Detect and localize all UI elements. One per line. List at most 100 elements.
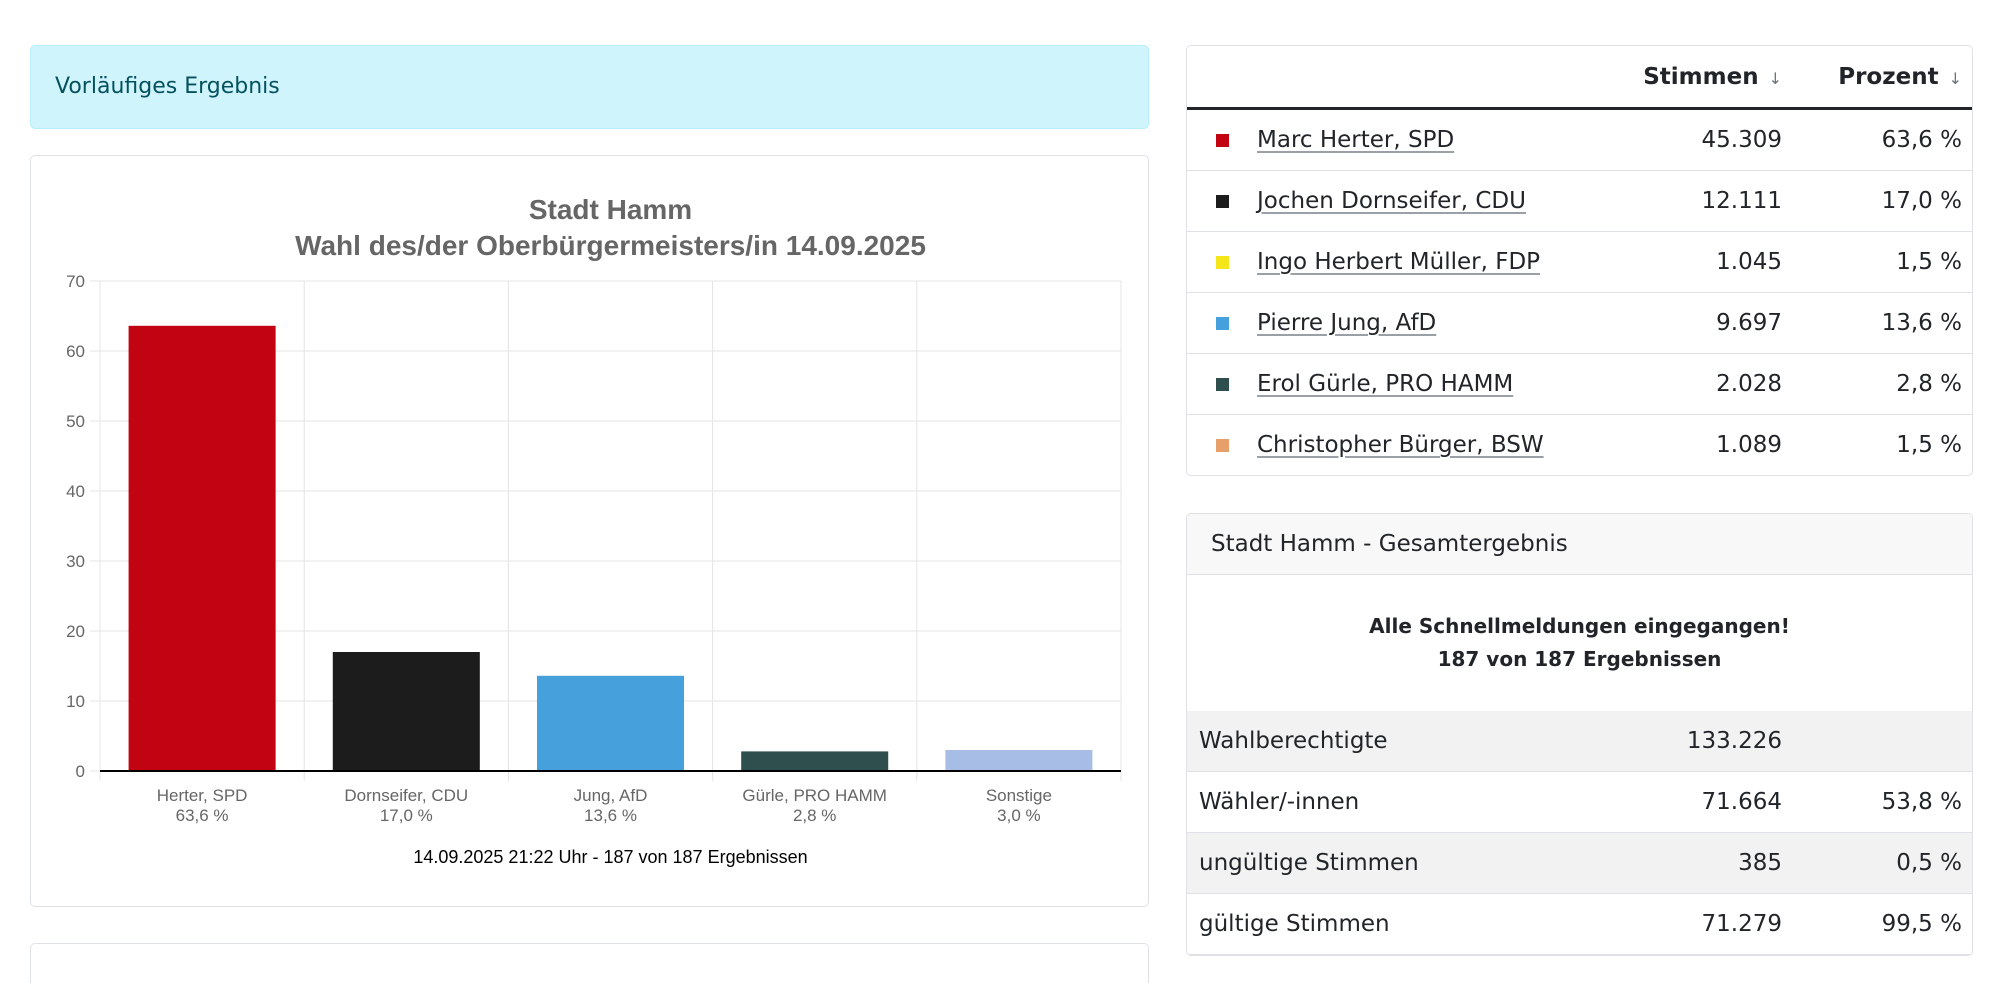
color-swatch-cell [1187, 292, 1257, 354]
x-category-label: Jung, AfD [574, 786, 648, 805]
summary-percent: 0,5 % [1792, 832, 1972, 894]
percent-cell: 2,8 % [1792, 353, 1972, 415]
preliminary-result-alert: Vorläufiges Ergebnis [30, 45, 1149, 129]
party-color-swatch [1215, 256, 1229, 269]
candidate-link[interactable]: Jochen Dornseifer, CDU [1257, 188, 1526, 214]
summary-notice: Alle Schnellmeldungen eingegangen! 187 v… [1187, 575, 1972, 711]
candidate-link[interactable]: Marc Herter, SPD [1257, 127, 1455, 153]
summary-label: gültige Stimmen [1187, 893, 1582, 955]
candidate-link[interactable]: Christopher Bürger, BSW [1257, 432, 1544, 458]
summary-value: 133.226 [1582, 711, 1792, 772]
x-value-label: 13,6 % [584, 806, 637, 825]
candidate-cell: Christopher Bürger, BSW [1257, 415, 1612, 476]
summary-percent: 53,8 % [1792, 771, 1972, 833]
votes-cell: 45.309 [1612, 108, 1792, 171]
candidate-link[interactable]: Ingo Herbert Müller, FDP [1257, 249, 1541, 275]
summary-percent [1792, 711, 1972, 772]
party-color-swatch [1215, 317, 1229, 330]
x-value-label: 63,6 % [176, 806, 229, 825]
votes-header[interactable]: Stimmen ↓ [1612, 46, 1792, 110]
color-swatch-cell [1187, 170, 1257, 232]
x-category-label: Gürle, PRO HAMM [742, 786, 887, 805]
summary-body: Wahlberechtigte 133.226 Wähler/-innen 71.66… [1187, 711, 1972, 955]
percent-cell: 1,5 % [1896, 432, 1962, 458]
summary-row: gültige Stimmen 71.279 99,5 % [1187, 893, 1972, 955]
table-row: Ingo Herbert Müller, FDP 1.045 1,5 % [1187, 231, 1972, 293]
y-tick-label: 50 [66, 412, 85, 431]
summary-label: Wähler/-innen [1187, 771, 1582, 833]
x-value-label: 17,0 % [380, 806, 433, 825]
votes-cell: 12.111 [1612, 170, 1792, 232]
summary-table: Wahlberechtigte 133.226 Wähler/-innen 71.66… [1187, 711, 1972, 955]
summary-card: Stadt Hamm - Gesamtergebnis Alle Schnell… [1186, 513, 1973, 956]
x-category-label: Herter, SPD [157, 786, 248, 805]
notice-line-2: 187 von 187 Ergebnissen [1437, 647, 1722, 671]
results-table: Stimmen ↓ Prozent ↓ Marc Herter, SPD 45.309… [1187, 46, 1972, 475]
sort-down-icon[interactable]: ↓ [1768, 68, 1782, 88]
summary-row: Wahlberechtigte 133.226 [1187, 711, 1972, 772]
table-row: Erol Gürle, PRO HAMM 2.028 2,8 % [1187, 353, 1972, 415]
y-tick-label: 30 [66, 552, 85, 571]
summary-row: ungültige Stimmen 385 0,5 % [1187, 832, 1972, 894]
candidate-link[interactable]: Erol Gürle, PRO HAMM [1257, 371, 1514, 397]
bar [332, 652, 480, 771]
y-tick-label: 0 [76, 762, 85, 781]
candidate-cell: Ingo Herbert Müller, FDP [1257, 231, 1612, 293]
chart-footnote: 14.09.2025 21:22 Uhr - 187 von 187 Ergeb… [413, 847, 807, 867]
candidate-cell: Erol Gürle, PRO HAMM [1257, 353, 1612, 415]
table-row: Marc Herter, SPD 45.309 63,6 % [1187, 108, 1972, 171]
summary-label: ungültige Stimmen [1187, 832, 1582, 894]
results-card: Stimmen ↓ Prozent ↓ Marc Herter, SPD 45.309… [1186, 45, 1973, 476]
candidate-header [1257, 46, 1612, 110]
summary-row: Wähler/-innen 71.664 53,8 % [1187, 771, 1972, 833]
sort-down-icon[interactable]: ↓ [1948, 68, 1962, 88]
summary-value: 385 [1582, 832, 1792, 894]
party-color-swatch [1215, 134, 1229, 147]
candidate-link[interactable]: Pierre Jung, AfD [1257, 310, 1437, 336]
y-tick-label: 60 [66, 342, 85, 361]
party-color-swatch [1215, 378, 1229, 391]
chart-subtitle: Wahl des/der Oberbürgermeisters/in 14.09… [295, 230, 926, 261]
left-column: Vorläufiges Ergebnis Stadt Hamm Wahl des/… [30, 45, 1149, 983]
right-column: Stimmen ↓ Prozent ↓ Marc Herter, SPD 45.309… [1186, 45, 1973, 956]
bar [741, 751, 889, 771]
table-row: Jochen Dornseifer, CDU 12.111 17,0 % [1187, 170, 1972, 232]
votes-cell: 1.089 [1716, 432, 1782, 458]
candidate-cell: Pierre Jung, AfD [1257, 292, 1612, 354]
percent-header[interactable]: Prozent ↓ [1792, 46, 1972, 110]
y-tick-label: 40 [66, 482, 85, 501]
x-category-label: Sonstige [986, 786, 1052, 805]
chart-card: Stadt Hamm Wahl des/der Oberbürgermeister… [30, 155, 1149, 907]
color-swatch-cell [1187, 353, 1257, 415]
summary-value: 71.279 [1582, 893, 1792, 955]
summary-label: Wahlberechtigte [1187, 711, 1582, 772]
summary-value: 71.664 [1582, 771, 1792, 833]
candidate-cell: Jochen Dornseifer, CDU [1257, 170, 1612, 232]
percent-cell: 13,6 % [1792, 292, 1972, 354]
votes-cell: 9.697 [1612, 292, 1792, 354]
color-swatch-cell [1187, 415, 1257, 476]
votes-cell: 1.045 [1612, 231, 1792, 293]
results-body: Marc Herter, SPD 45.309 63,6 % Jochen Dorns… [1187, 108, 1972, 476]
table-row: Pierre Jung, AfD 9.697 13,6 % [1187, 292, 1972, 354]
chart-title: Stadt Hamm [529, 194, 692, 225]
party-color-swatch [1215, 195, 1229, 208]
bar [945, 750, 1093, 771]
percent-cell: 63,6 % [1792, 108, 1972, 171]
x-category-label: Dornseifer, CDU [344, 786, 468, 805]
notice-line-1: Alle Schnellmeldungen eingegangen! [1369, 614, 1790, 638]
summary-percent: 99,5 % [1792, 893, 1972, 955]
percent-cell: 17,0 % [1792, 170, 1972, 232]
votes-cell: 2.028 [1612, 353, 1792, 415]
x-value-label: 2,8 % [793, 806, 836, 825]
x-value-label: 3,0 % [997, 806, 1040, 825]
results-header-row: Stimmen ↓ Prozent ↓ [1187, 46, 1972, 110]
party-color-swatch [1215, 439, 1229, 452]
alert-text: Vorläufiges Ergebnis [55, 74, 280, 99]
summary-header: Stadt Hamm - Gesamtergebnis [1187, 514, 1972, 575]
next-card-edge [30, 943, 1149, 983]
bar-chart: Stadt Hamm Wahl des/der Oberbürgermeister… [66, 194, 1122, 867]
y-tick-label: 20 [66, 622, 85, 641]
bar [536, 675, 685, 771]
table-row: Christopher Bürger, BSW 1.089 1,5 % [1187, 415, 1972, 476]
